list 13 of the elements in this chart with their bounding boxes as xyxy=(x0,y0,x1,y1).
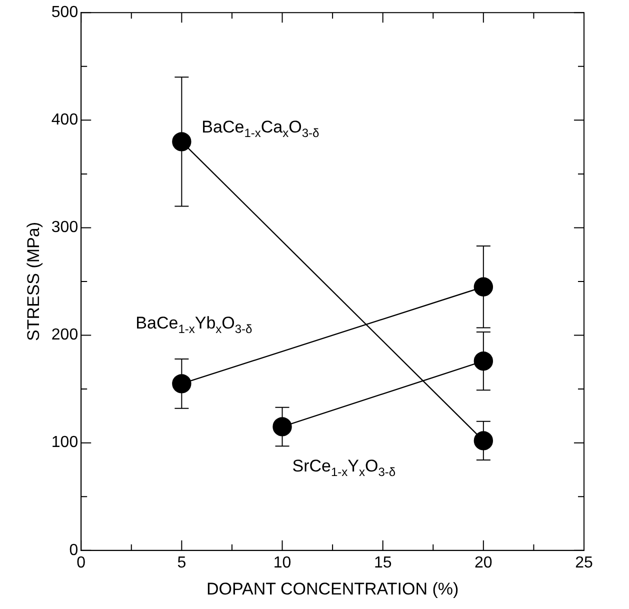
x-tick-label: 5 xyxy=(177,554,186,572)
y-tick-label: 0 xyxy=(69,542,78,559)
x-tick-label: 20 xyxy=(474,554,492,572)
y-axis-title: STRESS (MPa) xyxy=(24,222,43,342)
y-tick-label: 200 xyxy=(51,326,78,344)
y-tick-label: 500 xyxy=(51,4,78,22)
x-tick-label: 10 xyxy=(273,554,292,572)
y-tick-label: 100 xyxy=(51,434,78,452)
x-tick-label: 25 xyxy=(575,554,593,572)
x-axis-title: DOPANT CONCENTRATION (%) xyxy=(206,579,459,598)
y-tick-label: 300 xyxy=(51,219,78,236)
x-tick-label: 15 xyxy=(374,554,392,572)
y-tick-label: 400 xyxy=(51,112,78,129)
